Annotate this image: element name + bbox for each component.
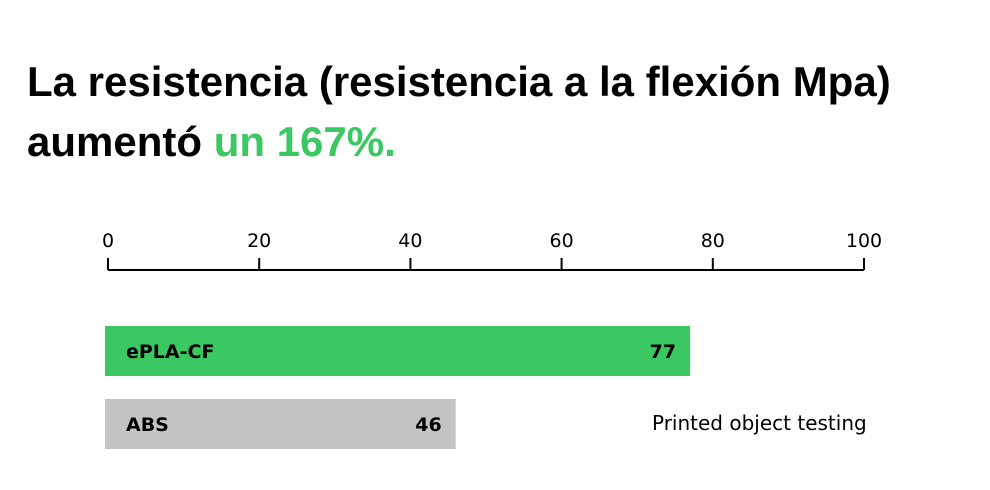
headline-line-2-prefix: aumentó <box>27 118 214 165</box>
bars: ePLA-CF 77 ABS 46 <box>105 326 691 449</box>
x-tick-label: 60 <box>550 230 574 252</box>
x-axis: 0 20 40 60 80 100 <box>102 230 882 271</box>
x-tick-label: 100 <box>846 230 882 252</box>
headline: La resistencia (resistencia a la flexión… <box>27 52 977 172</box>
bar-epla-cf <box>105 326 691 376</box>
x-tick-label: 0 <box>102 230 114 252</box>
bar-value-label: 46 <box>415 414 441 436</box>
x-tick-label: 40 <box>398 230 422 252</box>
x-tick-label: 80 <box>701 230 725 252</box>
bar-abs <box>105 399 456 449</box>
x-tick-label: 20 <box>247 230 271 252</box>
headline-highlight: un 167%. <box>213 118 396 165</box>
bar-category-label: ePLA-CF <box>126 341 214 363</box>
x-axis-ticks: 0 20 40 60 80 100 <box>102 230 882 270</box>
bar-category-label: ABS <box>126 414 169 436</box>
chart-annotation: Printed object testing <box>652 411 867 435</box>
headline-line-1: La resistencia (resistencia a la flexión… <box>27 58 891 105</box>
bar-value-label: 77 <box>650 341 676 363</box>
